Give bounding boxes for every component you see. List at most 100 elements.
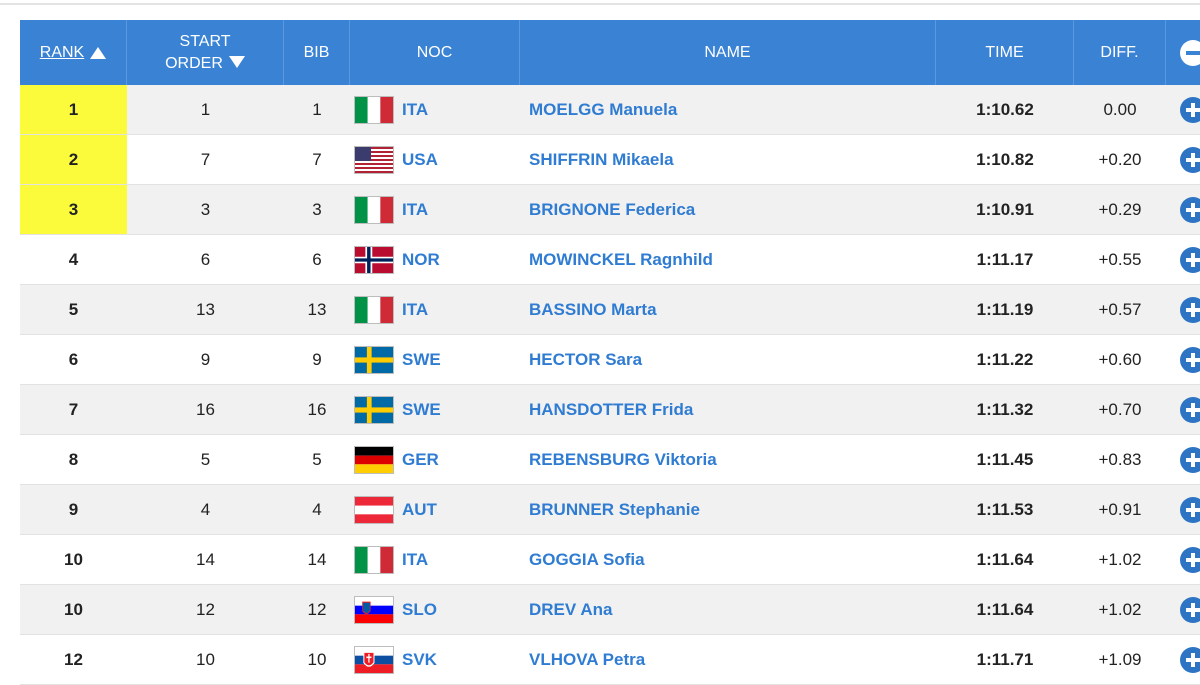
- noc-cell[interactable]: SWE: [350, 385, 520, 434]
- noc-code-link[interactable]: SLO: [402, 599, 437, 619]
- time-cell: 1:11.71: [976, 649, 1034, 669]
- time-cell: 1:11.17: [976, 249, 1034, 269]
- bib-cell: 14: [307, 549, 327, 569]
- noc-cell[interactable]: SLO: [350, 585, 520, 634]
- time-cell: 1:11.22: [976, 349, 1034, 369]
- rank-cell: 3: [20, 185, 127, 234]
- minus-circle-icon[interactable]: [1180, 39, 1200, 66]
- expand-row-button[interactable]: [1166, 285, 1200, 334]
- plus-circle-icon[interactable]: [1180, 246, 1200, 273]
- athlete-name-link[interactable]: SHIFFRIN Mikaela: [529, 149, 674, 169]
- athlete-name-link[interactable]: MOELGG Manuela: [529, 99, 678, 119]
- rank-header-label[interactable]: RANK: [39, 43, 85, 61]
- noc-cell[interactable]: SVK: [350, 635, 520, 684]
- rank-cell: 9: [68, 499, 79, 519]
- plus-circle-icon[interactable]: [1180, 496, 1200, 523]
- time-cell: 1:11.53: [976, 499, 1034, 519]
- noc-code-link[interactable]: ITA: [402, 199, 429, 219]
- noc-cell[interactable]: ITA: [350, 285, 520, 334]
- expand-row-button[interactable]: [1166, 335, 1200, 384]
- athlete-name-link[interactable]: BRIGNONE Federica: [529, 199, 696, 219]
- rank-sort-header[interactable]: RANK: [20, 20, 127, 85]
- expand-row-button[interactable]: [1166, 85, 1200, 134]
- diff-cell: +0.60: [1098, 349, 1142, 369]
- noc-code-link[interactable]: SVK: [402, 649, 437, 669]
- time-cell: 1:11.64: [976, 549, 1034, 569]
- time-cell: 1:11.64: [976, 599, 1034, 619]
- expand-row-button[interactable]: [1166, 235, 1200, 284]
- plus-circle-icon[interactable]: [1180, 196, 1200, 223]
- name-header: NAME: [520, 20, 936, 85]
- athlete-name-link[interactable]: DREV Ana: [529, 599, 613, 619]
- plus-circle-icon[interactable]: [1180, 396, 1200, 423]
- bib-cell: 13: [307, 299, 327, 319]
- noc-cell[interactable]: ITA: [350, 85, 520, 134]
- noc-code-link[interactable]: USA: [402, 149, 438, 169]
- noc-code-link[interactable]: ITA: [402, 99, 429, 119]
- noc-cell[interactable]: ITA: [350, 185, 520, 234]
- expand-row-button[interactable]: [1166, 585, 1200, 634]
- noc-code-link[interactable]: SWE: [402, 349, 441, 369]
- time-cell: 1:10.82: [976, 149, 1034, 169]
- triangle-down-icon[interactable]: [228, 55, 245, 68]
- start-order-sort-header[interactable]: START ORDER: [127, 20, 284, 85]
- flag-icon-ita: [354, 545, 394, 574]
- athlete-name-link[interactable]: HANSDOTTER Frida: [529, 399, 694, 419]
- plus-circle-icon[interactable]: [1180, 146, 1200, 173]
- plus-circle-icon[interactable]: [1180, 596, 1200, 623]
- expand-row-button[interactable]: [1166, 435, 1200, 484]
- noc-cell[interactable]: AUT: [350, 485, 520, 534]
- table-row: 5 13 13 ITA BASSINO Marta 1:11.19 +0.57: [20, 285, 1200, 335]
- collapse-all-button[interactable]: [1166, 20, 1200, 85]
- flag-icon-ger: [354, 445, 394, 474]
- noc-header: NOC: [350, 20, 520, 85]
- diff-cell: +0.57: [1098, 299, 1142, 319]
- start-order-cell: 1: [200, 99, 211, 119]
- table-row: 10 14 14 ITA GOGGIA Sofia 1:11.64 +1.02: [20, 535, 1200, 585]
- flag-icon-ita: [354, 295, 394, 324]
- noc-cell[interactable]: USA: [350, 135, 520, 184]
- noc-cell[interactable]: ITA: [350, 535, 520, 584]
- plus-circle-icon[interactable]: [1180, 96, 1200, 123]
- expand-row-button[interactable]: [1166, 535, 1200, 584]
- rank-cell: 8: [68, 449, 79, 469]
- diff-cell: +0.20: [1098, 149, 1142, 169]
- plus-circle-icon[interactable]: [1180, 296, 1200, 323]
- bib-cell: 4: [312, 499, 322, 519]
- table-row: 10 12 12 SLO DREV Ana 1:11.64 +1.02: [20, 585, 1200, 635]
- plus-circle-icon[interactable]: [1180, 646, 1200, 673]
- expand-row-button[interactable]: [1166, 135, 1200, 184]
- athlete-name-link[interactable]: MOWINCKEL Ragnhild: [529, 249, 713, 269]
- time-cell: 1:10.62: [976, 99, 1034, 119]
- athlete-name-link[interactable]: HECTOR Sara: [529, 349, 643, 369]
- noc-code-link[interactable]: ITA: [402, 549, 429, 569]
- noc-code-link[interactable]: NOR: [402, 249, 440, 269]
- start-order-cell: 7: [200, 149, 211, 169]
- plus-circle-icon[interactable]: [1180, 346, 1200, 373]
- expand-row-button[interactable]: [1166, 385, 1200, 434]
- athlete-name-link[interactable]: REBENSBURG Viktoria: [529, 449, 717, 469]
- bib-header: BIB: [284, 20, 350, 85]
- noc-cell[interactable]: GER: [350, 435, 520, 484]
- diff-cell: +1.02: [1098, 599, 1142, 619]
- triangle-up-icon[interactable]: [90, 46, 107, 59]
- flag-icon-usa: [354, 145, 394, 174]
- table-row: 8 5 5 GER REBENSBURG Viktoria 1:11.45 +0.83: [20, 435, 1200, 485]
- noc-cell[interactable]: SWE: [350, 335, 520, 384]
- athlete-name-link[interactable]: GOGGIA Sofia: [529, 549, 645, 569]
- start-order-cell: 4: [200, 499, 211, 519]
- athlete-name-link[interactable]: VLHOVA Petra: [529, 649, 646, 669]
- bib-cell: 12: [307, 599, 327, 619]
- plus-circle-icon[interactable]: [1180, 546, 1200, 573]
- noc-cell[interactable]: NOR: [350, 235, 520, 284]
- plus-circle-icon[interactable]: [1180, 446, 1200, 473]
- noc-code-link[interactable]: AUT: [402, 499, 437, 519]
- expand-row-button[interactable]: [1166, 185, 1200, 234]
- noc-code-link[interactable]: ITA: [402, 299, 429, 319]
- athlete-name-link[interactable]: BRUNNER Stephanie: [529, 499, 700, 519]
- noc-code-link[interactable]: SWE: [402, 399, 441, 419]
- noc-code-link[interactable]: GER: [402, 449, 439, 469]
- expand-row-button[interactable]: [1166, 485, 1200, 534]
- expand-row-button[interactable]: [1166, 635, 1200, 684]
- athlete-name-link[interactable]: BASSINO Marta: [529, 299, 657, 319]
